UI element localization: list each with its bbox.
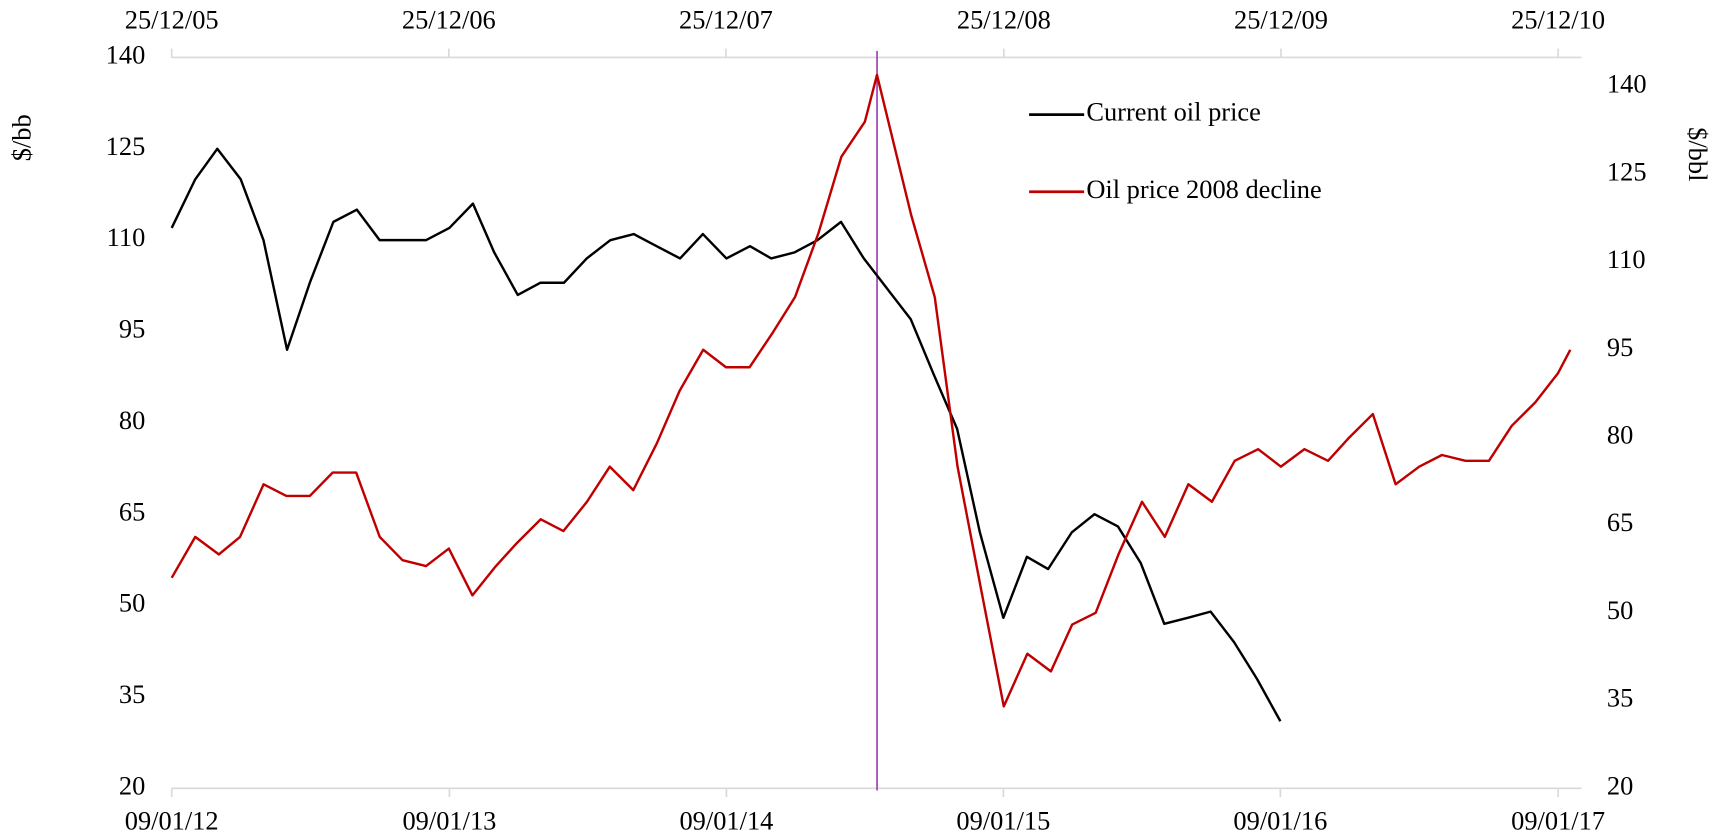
y-tick-label: 50 (119, 588, 145, 618)
legend-label: Oil price 2008 decline (1086, 174, 1321, 204)
y-tick-label: 20 (119, 770, 145, 800)
x2-tick-label: 25/12/05 (125, 4, 219, 34)
y-tick-label: 80 (119, 405, 145, 435)
y2-axis-label: $/bbl (1683, 127, 1713, 181)
y2-tick-label: 95 (1607, 332, 1633, 362)
x-tick-label: 09/01/17 (1511, 806, 1605, 836)
y2-tick-label: 20 (1607, 770, 1633, 800)
y-tick-label: 125 (106, 131, 146, 161)
y-tick-label: 35 (119, 679, 145, 709)
y2-tick-label: 50 (1607, 595, 1633, 625)
y2-tick-label: 110 (1607, 244, 1646, 274)
x2-tick-label: 25/12/07 (679, 4, 773, 34)
x2-tick-label: 25/12/08 (957, 4, 1051, 34)
x-tick-label: 09/01/15 (956, 806, 1050, 836)
x-tick-label: 09/01/16 (1233, 806, 1327, 836)
x-tick-label: 09/01/12 (125, 806, 219, 836)
y-tick-label: 110 (107, 222, 146, 252)
series-line (170, 73, 1572, 708)
y2-tick-label: 80 (1607, 420, 1633, 450)
x2-tick-label: 25/12/10 (1511, 4, 1605, 34)
legend-label: Current oil price (1086, 97, 1261, 127)
y2-tick-label: 125 (1607, 156, 1647, 186)
y-tick-label: 140 (106, 40, 146, 70)
x-tick-label: 09/01/13 (402, 806, 496, 836)
y2-tick-label: 140 (1607, 69, 1647, 99)
y-tick-label: 65 (119, 496, 145, 526)
y-axis-label: $/bb (6, 114, 36, 161)
y2-tick-label: 65 (1607, 507, 1633, 537)
series-line (170, 147, 1282, 722)
y2-tick-label: 35 (1607, 683, 1633, 713)
x2-tick-label: 25/12/06 (402, 4, 496, 34)
y-tick-label: 95 (119, 314, 145, 344)
x2-tick-label: 25/12/09 (1234, 4, 1328, 34)
x-tick-label: 09/01/14 (679, 806, 773, 836)
